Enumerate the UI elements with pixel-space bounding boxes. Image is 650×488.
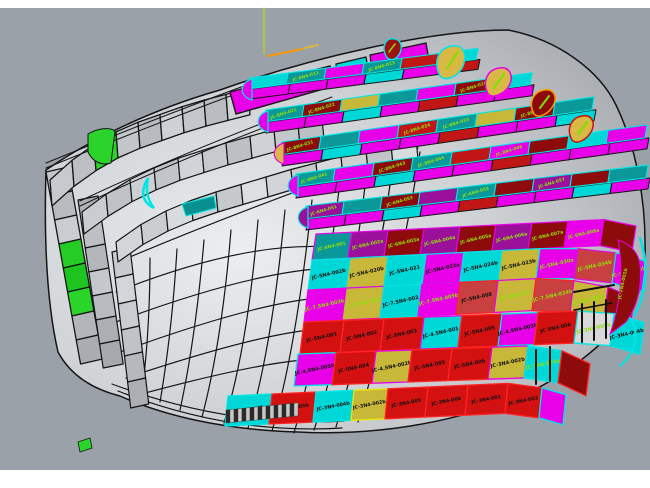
- hull-edge-cyan-sliver: [632, 236, 647, 318]
- wall-mid-vertical[interactable]: [91, 291, 117, 321]
- shell-row-6N4: JC-6N4-001 JC-6N4-002a JC-6N4-003a JC-6N4-0…: [311, 219, 637, 261]
- green-bottom-sliver: [77, 437, 93, 453]
- deck-flap-streak: [577, 121, 588, 135]
- hull-bottom-hatch[interactable]: [277, 404, 283, 418]
- green-corner-panel[interactable]: [87, 128, 116, 165]
- hull-bottom-hatch[interactable]: [237, 408, 243, 422]
- hull-bottom-hatch[interactable]: [225, 409, 231, 424]
- wall-outer-diagonal: [49, 88, 251, 207]
- shell-row-4p5N4[interactable]: [557, 350, 591, 397]
- hull-bottom-hatch[interactable]: [289, 403, 295, 417]
- wall-mid-vertical[interactable]: [95, 315, 121, 345]
- teal-sliver-panel[interactable]: [181, 195, 217, 217]
- shell-row-7p5N4: JC-7.5N4-003b JC-7.5N4-001 JC-7.5N4-002 JC-…: [303, 278, 635, 331]
- deck-flap-streak: [539, 95, 550, 109]
- hull-bottom-hatch: [225, 402, 299, 424]
- hull-bottom-hatch[interactable]: [253, 406, 259, 421]
- deck-strip5-front: [305, 177, 650, 231]
- wire-flow-line: [119, 297, 319, 353]
- deck-strip5-endcap: [297, 206, 309, 229]
- deck-edge-vertical[interactable]: [117, 299, 140, 331]
- wire-flow-line: [115, 267, 329, 323]
- panel-label: JC-3N4-001: [470, 394, 502, 406]
- hull-bottom-hatch[interactable]: [269, 405, 275, 419]
- wall-mid-vertical[interactable]: [98, 339, 124, 369]
- hull-bottom-hatch[interactable]: [281, 403, 287, 418]
- shell-row-5N4-red: JC-5N4-001 JC-5N4-002 JC-5N4-003 JC-4.5N4-0…: [299, 310, 645, 356]
- deck-edge-vertical[interactable]: [114, 273, 137, 305]
- hull-bottom-hatch[interactable]: [293, 402, 299, 417]
- shell-row-5N4-upper: JC-5N4-002b JC-5N4-020b JC-5N4-021 JC-5N4-0…: [307, 248, 647, 292]
- deck-strip3-top[interactable]: [552, 96, 595, 116]
- hull-bottom-hatch[interactable]: [233, 408, 239, 423]
- hull-bottom-hatch[interactable]: [273, 404, 279, 419]
- shell-row-4p5N4: JC-4.5N4-005b JC-5N4-004 JC-4.5N4-002b JC-5…: [293, 345, 591, 397]
- shell-row-3N4-bottom[interactable]: [538, 387, 567, 426]
- hull-bottom-hatch[interactable]: [257, 406, 263, 420]
- cyan-crescent-panel[interactable]: [141, 177, 155, 210]
- deck-edge-vertical[interactable]: [120, 325, 144, 357]
- deck-strip2-endcap: [257, 110, 269, 133]
- hull-bottom-hatch[interactable]: [241, 407, 247, 422]
- deck-flap-streak: [446, 51, 459, 69]
- hull-bottom-hatch[interactable]: [249, 407, 255, 421]
- hull-edge-darkred-wrap: [608, 239, 641, 336]
- deck-flap-streak: [388, 43, 396, 53]
- deck-strip3-endcap: [273, 142, 285, 165]
- wall-mid-vertical[interactable]: [84, 243, 110, 273]
- deck-edge-vertical[interactable]: [126, 377, 150, 409]
- hull-bottom-hatch[interactable]: [229, 409, 235, 423]
- deck-strip4-front: [295, 137, 650, 199]
- deck-flap-darkred: [383, 38, 402, 61]
- deck-strip4-front[interactable]: [607, 137, 650, 155]
- deck-strip1-endcap: [241, 78, 253, 101]
- deck-strip2-front[interactable]: [493, 84, 535, 102]
- hull-bottom-hatch[interactable]: [285, 403, 291, 418]
- wall-top-edge-line: [45, 87, 253, 169]
- window-frame-line: [573, 284, 615, 293]
- wire-frame-line: [159, 248, 178, 403]
- panel-label: JC-3N4-003: [507, 395, 539, 407]
- hull-bottom-hatch[interactable]: [245, 407, 251, 422]
- deck-strip4-top[interactable]: [605, 124, 648, 144]
- wall-top-edge-line: [45, 82, 253, 164]
- orange-trim-dash: [267, 48, 303, 57]
- wire-flow-line: [125, 329, 311, 379]
- orange-trim-dash: [303, 44, 319, 49]
- wire-flow-line: [133, 359, 305, 397]
- deck-strip4-endcap: [287, 174, 299, 197]
- deck-flap-streak: [493, 73, 505, 89]
- deck-strip5-top[interactable]: [607, 164, 649, 184]
- panel-label: JC-3N4-006: [430, 396, 462, 408]
- wall-mid-vertical[interactable]: [88, 267, 114, 297]
- hull-bottom-hatch[interactable]: [261, 405, 267, 420]
- deck-edge-vertical[interactable]: [123, 351, 147, 383]
- hull-bottom-hatch[interactable]: [265, 405, 271, 420]
- panel-label: JC-3N4-005: [390, 398, 422, 410]
- hull-edge-cyan-sliver: [619, 317, 637, 367]
- deck-strip3-front: [281, 109, 597, 167]
- deck-strip2-front: [265, 84, 535, 134]
